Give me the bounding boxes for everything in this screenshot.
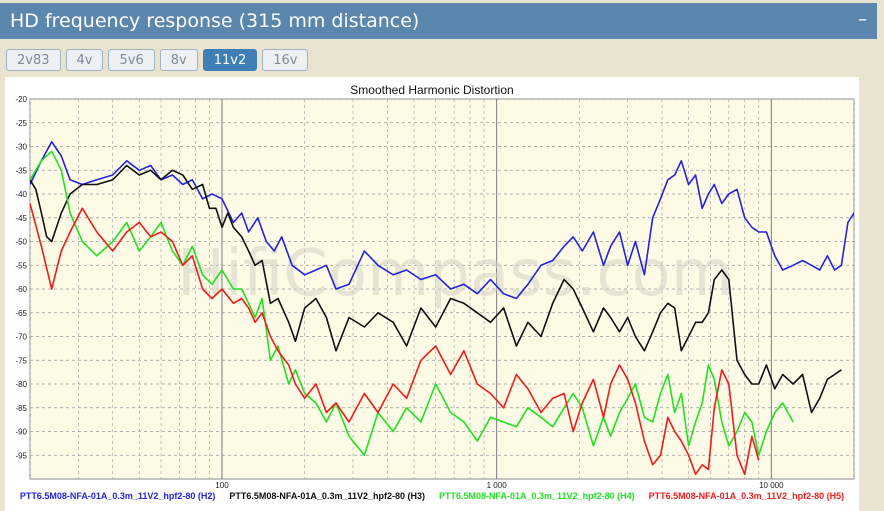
y-tick-label: -55 <box>15 261 27 270</box>
y-tick-label: -75 <box>15 356 27 365</box>
y-tick-label: -30 <box>15 143 27 152</box>
tab-8v[interactable]: 8v <box>159 49 198 71</box>
y-tick-label: -60 <box>15 285 27 294</box>
x-tick-label: 10 000 <box>759 481 784 490</box>
series-line-h2 <box>30 141 854 300</box>
series-line-h3 <box>30 164 842 414</box>
y-tick-label: -20 <box>15 95 27 104</box>
y-tick-label: -35 <box>15 166 27 175</box>
chart-title: Smoothed Harmonic Distortion <box>350 83 513 97</box>
tab-2v83[interactable]: 2v83 <box>6 49 61 71</box>
x-tick-label: 100 <box>215 481 229 490</box>
collapse-icon[interactable]: – <box>858 9 867 30</box>
y-tick-label: -25 <box>15 119 27 128</box>
series-line-h4 <box>30 150 794 457</box>
series-lines <box>30 141 854 476</box>
legend-h5: PTT6.5M08-NFA-01A_0.3m_11V2_hpf2-80 (H5) <box>648 491 845 501</box>
section-title: HD frequency response (315 mm distance) <box>10 10 420 32</box>
tab-4v[interactable]: 4v <box>65 49 104 71</box>
y-tick-label: -70 <box>15 333 27 342</box>
y-tick-label: -80 <box>15 380 27 389</box>
y-tick-label: -95 <box>15 451 27 460</box>
x-tick-label: 1 000 <box>487 481 508 490</box>
tab-16v[interactable]: 16v <box>262 49 309 71</box>
y-tick-label: -40 <box>15 190 27 199</box>
y-tick-label: -85 <box>15 404 27 413</box>
axis-ticks: -20 -25 -30 -35 -40 -45 -50 -55 -60 -65 -70 -75 -80 -… <box>15 95 784 490</box>
series-line-h5 <box>30 203 760 476</box>
tab-5v6[interactable]: 5v6 <box>108 49 155 71</box>
y-tick-label: -45 <box>15 214 27 223</box>
tab-11v2[interactable]: 11v2 <box>202 49 258 71</box>
y-tick-label: -65 <box>15 309 27 318</box>
legend-h4: PTT6.5M08-NFA-01A_0.3m_11V2_hpf2-80 (H4) <box>439 491 635 501</box>
y-tick-label: -90 <box>15 428 27 437</box>
section-header[interactable]: HD frequency response (315 mm distance) … <box>0 3 877 39</box>
legend-h3: PTT6.5M08-NFA-01A_0.3m_11V2_hpf2-80 (H3) <box>229 491 425 501</box>
legend-h2: PTT6.5M08-NFA-01A_0.3m_11V2_hpf2-80 (H2) <box>19 491 216 501</box>
voltage-tabs: 2v83 4v 5v6 8v 11v2 16v <box>6 49 309 71</box>
distortion-chart: Smoothed Harmonic Distortion HifiCompass… <box>15 83 855 490</box>
y-tick-label: -50 <box>15 238 27 247</box>
legend: PTT6.5M08-NFA-01A_0.3m_11V2_hpf2-80 (H2)… <box>5 491 859 507</box>
chart-panel: Smoothed Harmonic Distortion HifiCompass… <box>5 77 859 511</box>
